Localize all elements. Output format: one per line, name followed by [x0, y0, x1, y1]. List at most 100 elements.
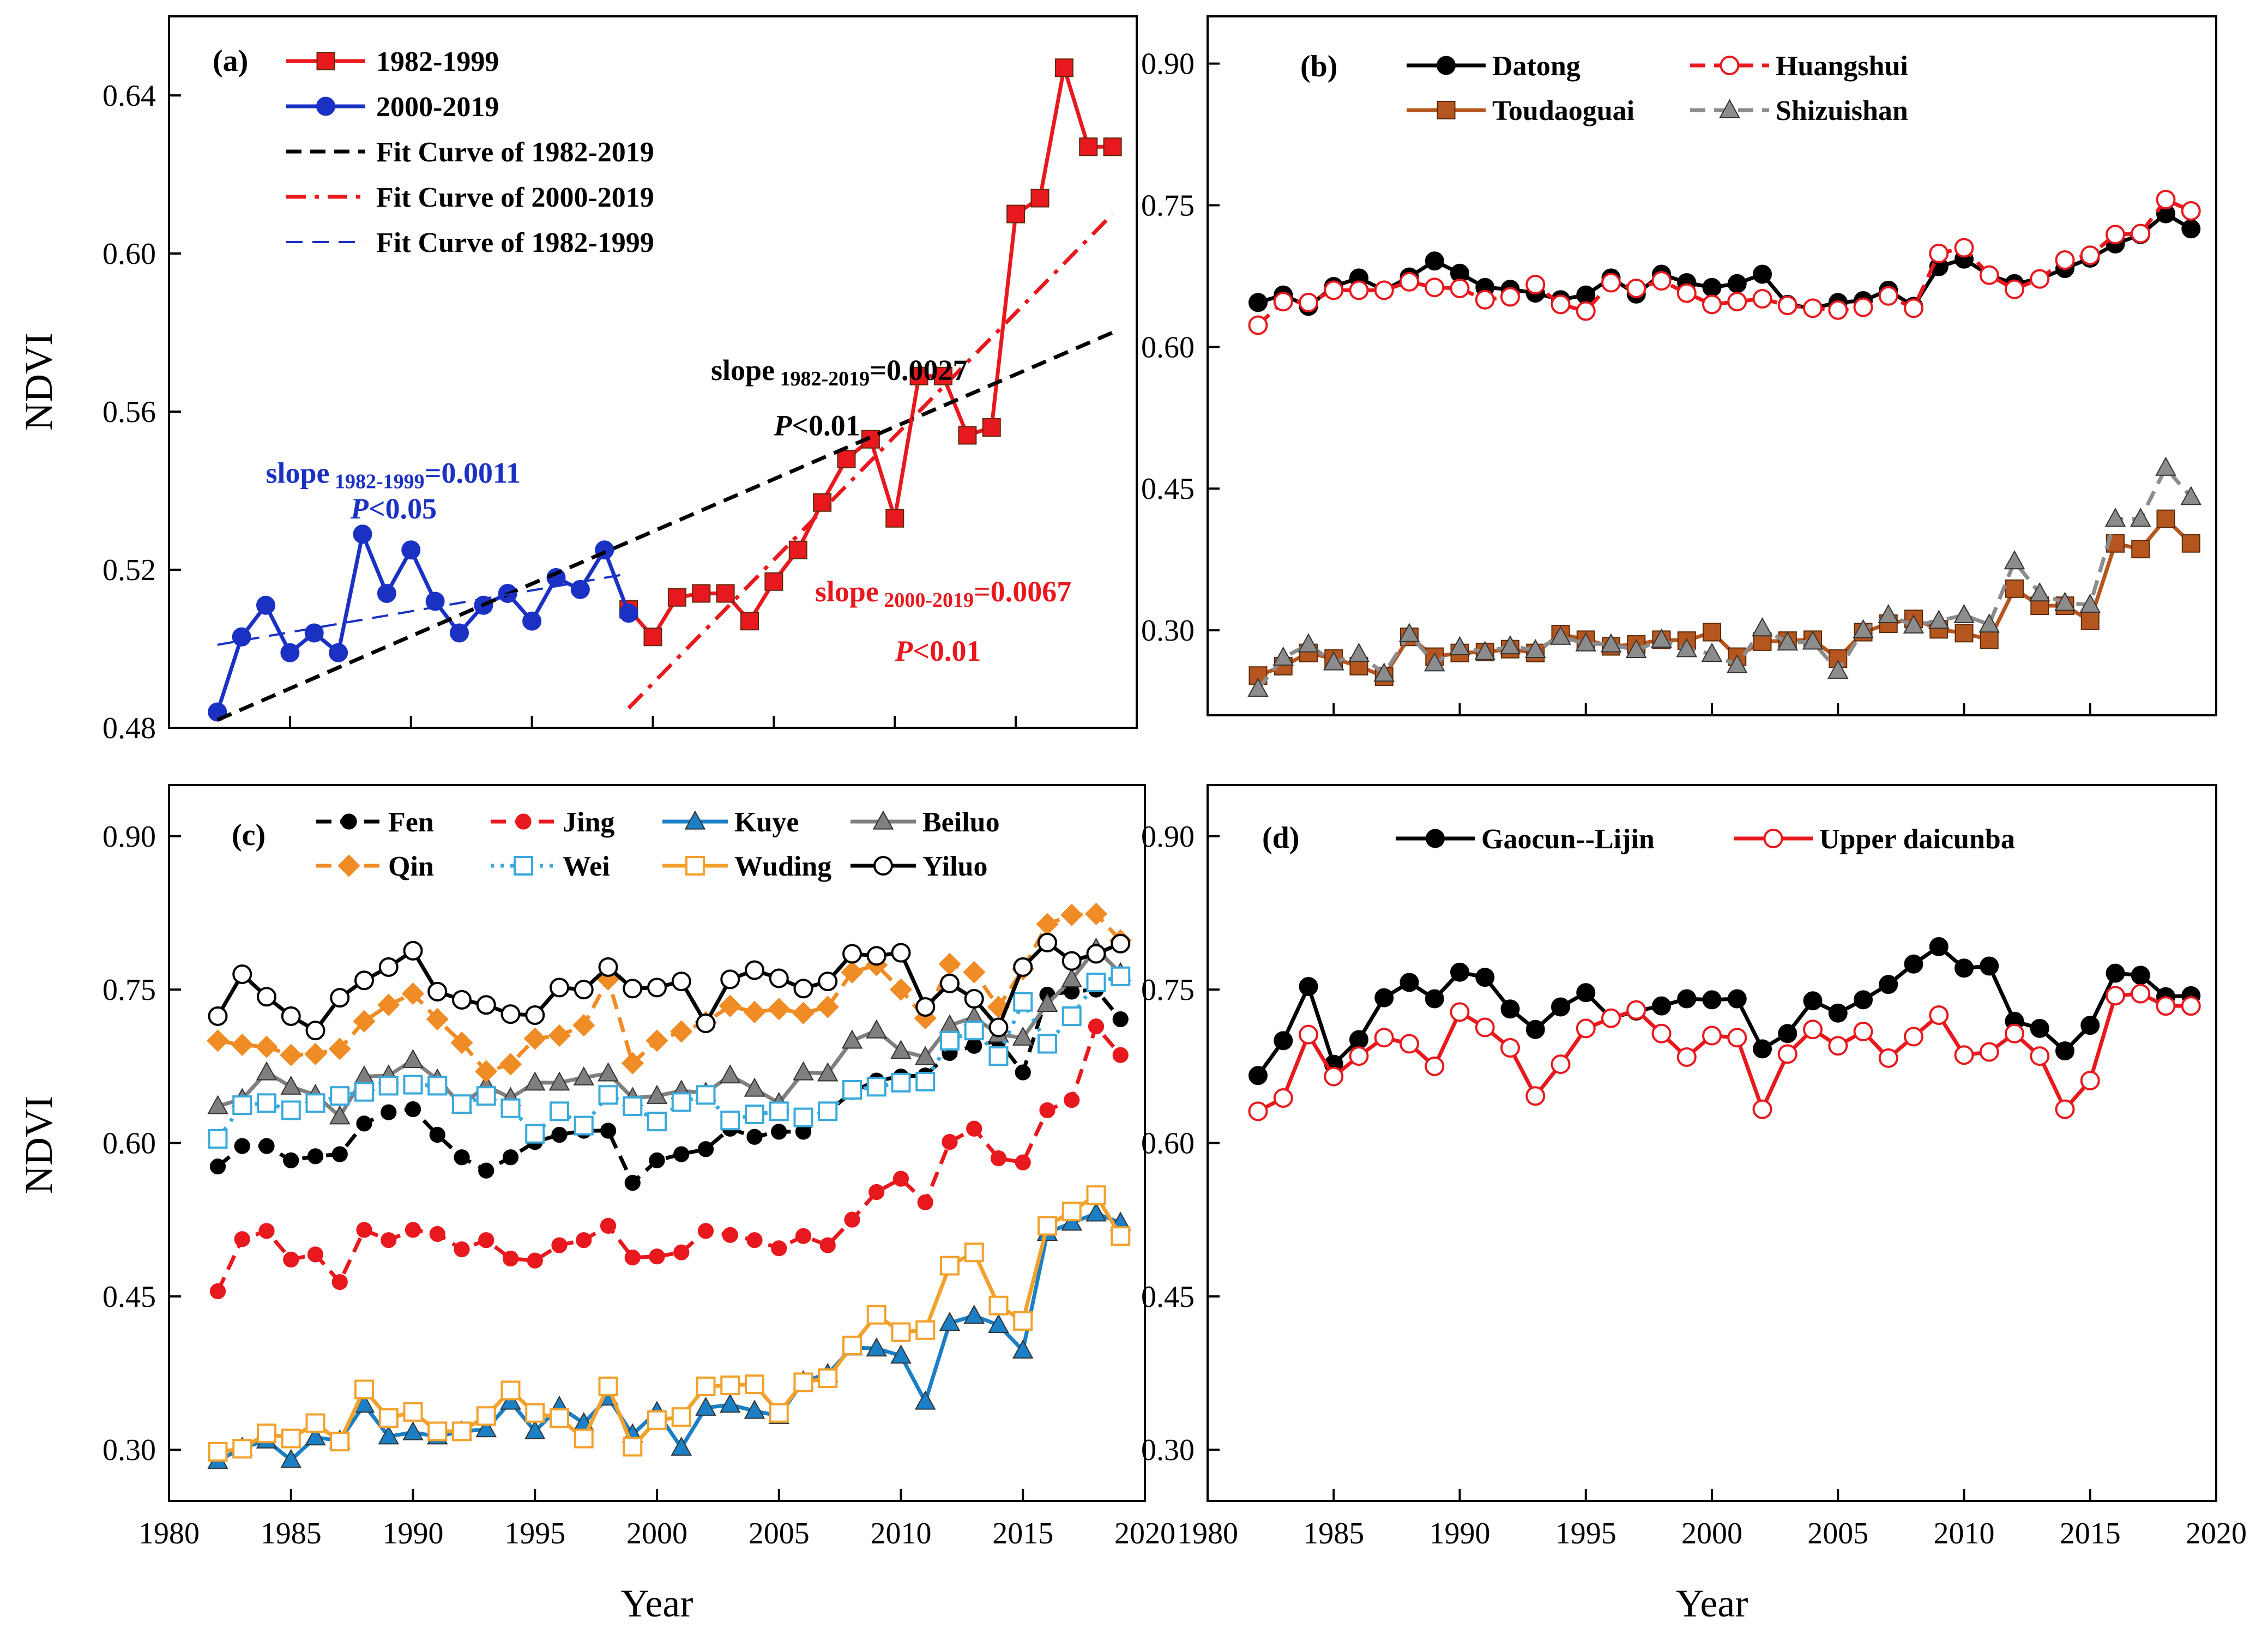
- data-point: [988, 1046, 1009, 1066]
- data-point: [2131, 224, 2151, 244]
- data-point: [744, 1077, 765, 1097]
- data-point: [1349, 1046, 1369, 1066]
- data-point: [1400, 1034, 1419, 1054]
- data-point: [720, 1111, 740, 1131]
- data-point: [1450, 1002, 1470, 1022]
- data-point: [1323, 651, 1344, 671]
- data-point: [964, 1242, 984, 1263]
- series-fit-curve-of-1982-2019: [216, 330, 1114, 722]
- annotation: P<0.01: [773, 409, 860, 442]
- data-point: [598, 1376, 618, 1396]
- data-point: [892, 1171, 909, 1187]
- data-point: [478, 1232, 494, 1248]
- y-tick-label: 0.90: [1141, 47, 1195, 81]
- data-point: [793, 1107, 813, 1127]
- data-point: [647, 978, 667, 998]
- data-point: [401, 540, 421, 560]
- data-point: [938, 952, 961, 975]
- data-point: [619, 604, 638, 623]
- x-tick-label: 2010: [871, 1517, 932, 1550]
- data-point: [305, 1413, 325, 1433]
- annotation: P<0.05: [350, 492, 437, 525]
- data-point: [2131, 540, 2150, 559]
- data-point: [2181, 201, 2201, 221]
- data-point: [1702, 1025, 1722, 1046]
- y-tick-label: 0.75: [1141, 189, 1195, 222]
- data-point: [769, 1101, 789, 1121]
- data-point: [1474, 641, 1496, 660]
- data-point: [696, 1376, 716, 1396]
- data-point: [573, 1066, 595, 1086]
- data-point: [966, 1120, 982, 1137]
- data-point: [281, 1006, 301, 1026]
- data-point: [2181, 996, 2201, 1016]
- data-point: [231, 1033, 254, 1057]
- data-point: [1054, 58, 1073, 77]
- data-point: [844, 1211, 860, 1228]
- data-point: [208, 1441, 228, 1462]
- data-point: [1701, 642, 1723, 662]
- data-point: [209, 1283, 226, 1300]
- plot-frame: [168, 15, 1138, 729]
- data-point: [452, 1421, 472, 1441]
- series-line: [627, 65, 1113, 639]
- panel-tag: (c): [232, 818, 266, 852]
- data-point: [624, 1175, 641, 1191]
- data-point: [1061, 951, 1082, 971]
- data-point: [1423, 652, 1445, 672]
- y-tick-label: 0.30: [1141, 614, 1195, 648]
- data-point: [353, 524, 372, 544]
- data-point: [1013, 957, 1033, 977]
- data-point: [232, 964, 252, 985]
- data-point: [1398, 623, 1420, 642]
- data-point: [719, 1064, 741, 1084]
- data-point: [381, 1104, 397, 1120]
- data-point: [891, 1322, 911, 1342]
- data-point: [1248, 315, 1268, 335]
- data-point: [500, 1098, 521, 1118]
- y-tick-label: 0.90: [102, 820, 156, 854]
- data-point: [841, 1029, 863, 1049]
- x-tick-label: 1980: [138, 1517, 200, 1550]
- data-point: [354, 1082, 374, 1102]
- data-point: [1248, 1101, 1268, 1121]
- data-point: [499, 1053, 522, 1076]
- data-point: [551, 1237, 568, 1253]
- data-point: [257, 987, 276, 1007]
- data-point: [403, 1402, 423, 1422]
- data-point: [427, 1421, 448, 1441]
- data-point: [1726, 654, 1748, 673]
- data-point: [478, 1162, 494, 1179]
- data-point: [872, 810, 894, 830]
- series-line: [215, 532, 631, 713]
- data-point: [403, 940, 423, 961]
- legend-label: Yiluo: [922, 851, 987, 882]
- data-point: [405, 1101, 421, 1118]
- y-tick-label: 0.56: [102, 395, 156, 429]
- data-point: [915, 1320, 936, 1340]
- data-point: [1652, 996, 1671, 1016]
- data-point: [982, 418, 1001, 437]
- data-point: [427, 1076, 448, 1096]
- data-point: [1299, 292, 1318, 312]
- data-point: [649, 1248, 665, 1265]
- data-point: [866, 1337, 888, 1357]
- data-point: [353, 1010, 376, 1033]
- data-point: [572, 1014, 595, 1037]
- data-point: [1929, 1005, 1949, 1025]
- data-point: [696, 1013, 716, 1034]
- data-point: [574, 1428, 594, 1449]
- data-point: [377, 993, 400, 1016]
- data-point: [280, 1449, 302, 1468]
- data-point: [1061, 1202, 1082, 1222]
- series-wei: [208, 966, 1131, 1149]
- data-point: [475, 1060, 498, 1083]
- annotation: slope 1982-1999=0.0011: [266, 457, 521, 493]
- data-point: [1274, 1031, 1293, 1051]
- legend-label: 2000-2019: [376, 92, 499, 123]
- data-point: [2156, 190, 2176, 210]
- series-shizuishan: [1247, 456, 2202, 697]
- panel-b: 0.30 0.45 0.60 0.75 0.90 (b) Datong Huangshui To…: [1141, 15, 2217, 716]
- data-point: [1012, 1339, 1034, 1359]
